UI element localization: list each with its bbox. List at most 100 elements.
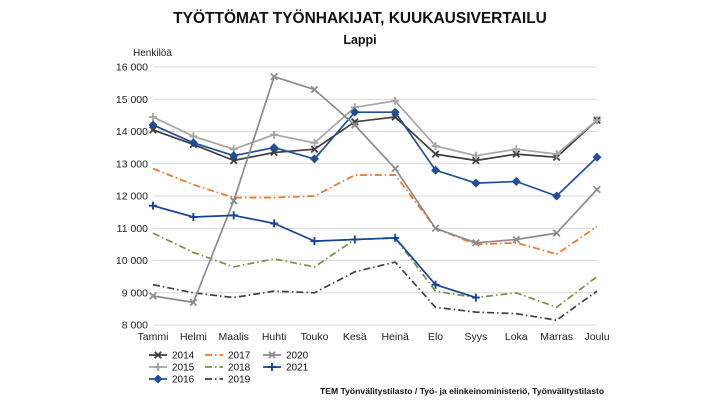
data-point	[268, 351, 276, 359]
legend-label: 2017	[228, 351, 251, 362]
data-point	[552, 229, 561, 237]
legend-item: 2019	[205, 375, 251, 386]
x-tick-label: Syys	[465, 331, 488, 343]
y-tick-label: 13 000	[116, 158, 148, 170]
data-point	[512, 235, 521, 244]
data-point	[431, 165, 441, 175]
x-tick-label: Helmi	[180, 331, 207, 343]
x-tick-label: Marras	[540, 331, 573, 343]
series-line	[152, 167, 598, 255]
data-point	[229, 211, 238, 220]
data-point	[268, 363, 276, 371]
x-tick-label: Loka	[505, 331, 528, 343]
data-point	[309, 154, 319, 164]
chart-subtitle: Lappi	[343, 33, 376, 47]
data-point	[512, 145, 521, 154]
legend-item: 2017	[205, 351, 251, 362]
data-point	[552, 150, 561, 159]
y-tick-label: 8 000	[122, 320, 148, 332]
data-point	[391, 164, 400, 173]
data-point	[229, 151, 239, 161]
legend-label: 2018	[228, 363, 251, 374]
series-line	[152, 75, 598, 304]
data-point	[148, 120, 158, 130]
data-point	[391, 233, 400, 242]
legend-item: 2020	[263, 351, 309, 362]
data-point	[229, 197, 238, 205]
series-line	[152, 116, 598, 162]
data-point	[310, 85, 319, 94]
data-point	[593, 185, 601, 194]
series-2016	[148, 107, 602, 201]
legend-label: 2019	[228, 375, 251, 386]
data-point	[472, 156, 480, 165]
data-point	[472, 238, 480, 247]
series-lines	[148, 72, 602, 322]
data-point	[350, 121, 359, 129]
x-tick-label: Kesä	[343, 331, 367, 343]
series-line	[152, 100, 598, 157]
data-point	[269, 143, 279, 153]
data-point	[391, 96, 400, 105]
data-point	[471, 151, 480, 160]
chart-title: TYÖTTÖMAT TYÖNHAKIJAT, KUUKAUSIVERTAILU	[173, 10, 547, 27]
legend-item: 2021	[263, 363, 309, 374]
series-2021	[149, 201, 480, 302]
data-point	[188, 138, 198, 148]
series-line	[152, 111, 598, 197]
data-point	[431, 224, 440, 233]
data-point	[270, 130, 279, 139]
data-point	[154, 363, 162, 371]
legend-item: 2014	[149, 351, 195, 362]
legend-label: 2020	[286, 351, 309, 362]
series-line	[152, 232, 598, 309]
series-2020	[149, 72, 601, 307]
y-tick-label: 11 000	[117, 223, 148, 235]
data-point	[431, 142, 440, 151]
y-tick-label: 15 000	[116, 94, 148, 106]
data-point	[229, 156, 238, 165]
data-point	[189, 298, 198, 307]
x-axis-ticks: Tammi Helmi Maalis Huhti Touko Kesä Heinä Elo Sy…	[138, 331, 610, 343]
y-tick-label: 9 000	[122, 287, 148, 299]
legend-label: 2014	[172, 351, 195, 362]
gridlines	[153, 66, 597, 326]
data-point	[149, 292, 157, 300]
data-point	[471, 178, 481, 188]
data-point	[310, 237, 319, 246]
x-tick-label: Touko	[300, 331, 328, 343]
legend-item: 2016	[149, 374, 195, 386]
legend-item: 2015	[149, 363, 195, 374]
x-tick-label: Joulu	[584, 331, 609, 343]
data-point	[593, 116, 601, 125]
series-2014	[149, 113, 601, 165]
data-point	[431, 280, 440, 289]
data-point	[431, 150, 440, 158]
data-point	[153, 374, 163, 384]
x-tick-label: Maalis	[219, 331, 249, 343]
legend-item: 2018	[205, 363, 251, 374]
y-axis-ticks: 8 000 9 000 10 000 11 000 12 000 13 000 14 000…	[116, 62, 148, 332]
x-tick-label: Huhti	[262, 331, 287, 343]
series-line	[152, 261, 598, 322]
legend-label: 2021	[286, 363, 309, 374]
x-tick-label: Tammi	[138, 331, 169, 343]
data-point	[189, 212, 198, 221]
data-point	[270, 219, 279, 228]
y-tick-label: 14 000	[116, 126, 148, 138]
data-point	[512, 150, 521, 158]
data-point	[270, 72, 278, 81]
y-axis-label: Henkilöä	[133, 48, 172, 59]
x-tick-label: Heinä	[381, 331, 409, 343]
data-point	[350, 235, 359, 244]
y-tick-label: 12 000	[116, 191, 148, 203]
data-point	[310, 145, 319, 154]
x-tick-label: Elo	[428, 331, 443, 343]
data-point	[350, 107, 360, 117]
y-tick-label: 10 000	[116, 255, 148, 267]
data-point	[310, 138, 319, 147]
source-note: TEM Työnvälitystilasto / Työ- ja elinkei…	[320, 386, 604, 396]
data-point	[390, 107, 400, 117]
legend-label: 2015	[172, 363, 195, 374]
